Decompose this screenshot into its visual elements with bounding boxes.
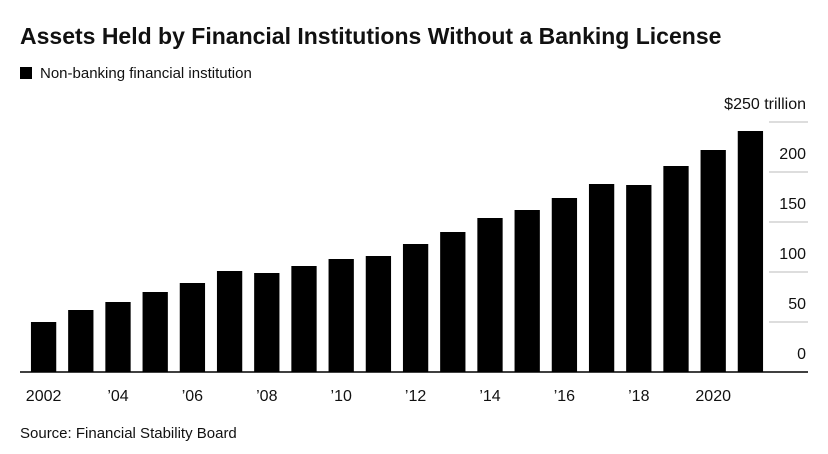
bar xyxy=(179,283,206,372)
source: Source: Financial Stability Board xyxy=(20,425,237,442)
x-tick-label: ’14 xyxy=(479,388,500,405)
y-tick-label: 200 xyxy=(779,146,806,163)
bar xyxy=(142,292,168,372)
y-tick-label: 0 xyxy=(797,346,806,363)
legend-swatch xyxy=(20,67,32,79)
bar xyxy=(551,198,578,372)
bar xyxy=(30,322,57,372)
legend-label: Non-banking financial institution xyxy=(40,65,252,82)
y-tick-label: $250 trillion xyxy=(724,96,806,113)
bar xyxy=(105,302,131,372)
bar xyxy=(588,184,615,372)
bar xyxy=(291,266,317,372)
bar xyxy=(440,232,466,372)
bar xyxy=(216,271,243,372)
x-tick-label: ’16 xyxy=(554,388,575,405)
x-tick-label: ’04 xyxy=(107,388,128,405)
bar xyxy=(737,131,764,372)
y-tick-label: 50 xyxy=(788,296,806,313)
x-tick-label: ’06 xyxy=(182,388,203,405)
y-tick-label: 100 xyxy=(779,246,806,263)
bar xyxy=(700,150,726,372)
bar xyxy=(68,310,94,372)
bar xyxy=(477,218,503,372)
bar xyxy=(514,210,540,372)
bar xyxy=(402,244,429,372)
bar xyxy=(254,273,280,372)
bar xyxy=(663,166,689,372)
x-tick-label: 2002 xyxy=(26,388,62,405)
y-tick-label: 150 xyxy=(779,196,806,213)
x-tick-label: ’08 xyxy=(256,388,277,405)
chart-title: Assets Held by Financial Institutions Wi… xyxy=(20,23,721,49)
bar xyxy=(328,259,354,372)
bar xyxy=(365,256,392,372)
x-tick-label: ’18 xyxy=(628,388,649,405)
bar xyxy=(626,185,652,372)
x-tick-label: ’10 xyxy=(331,388,352,405)
x-tick-label: 2020 xyxy=(695,388,731,405)
x-tick-label: ’12 xyxy=(405,388,426,405)
